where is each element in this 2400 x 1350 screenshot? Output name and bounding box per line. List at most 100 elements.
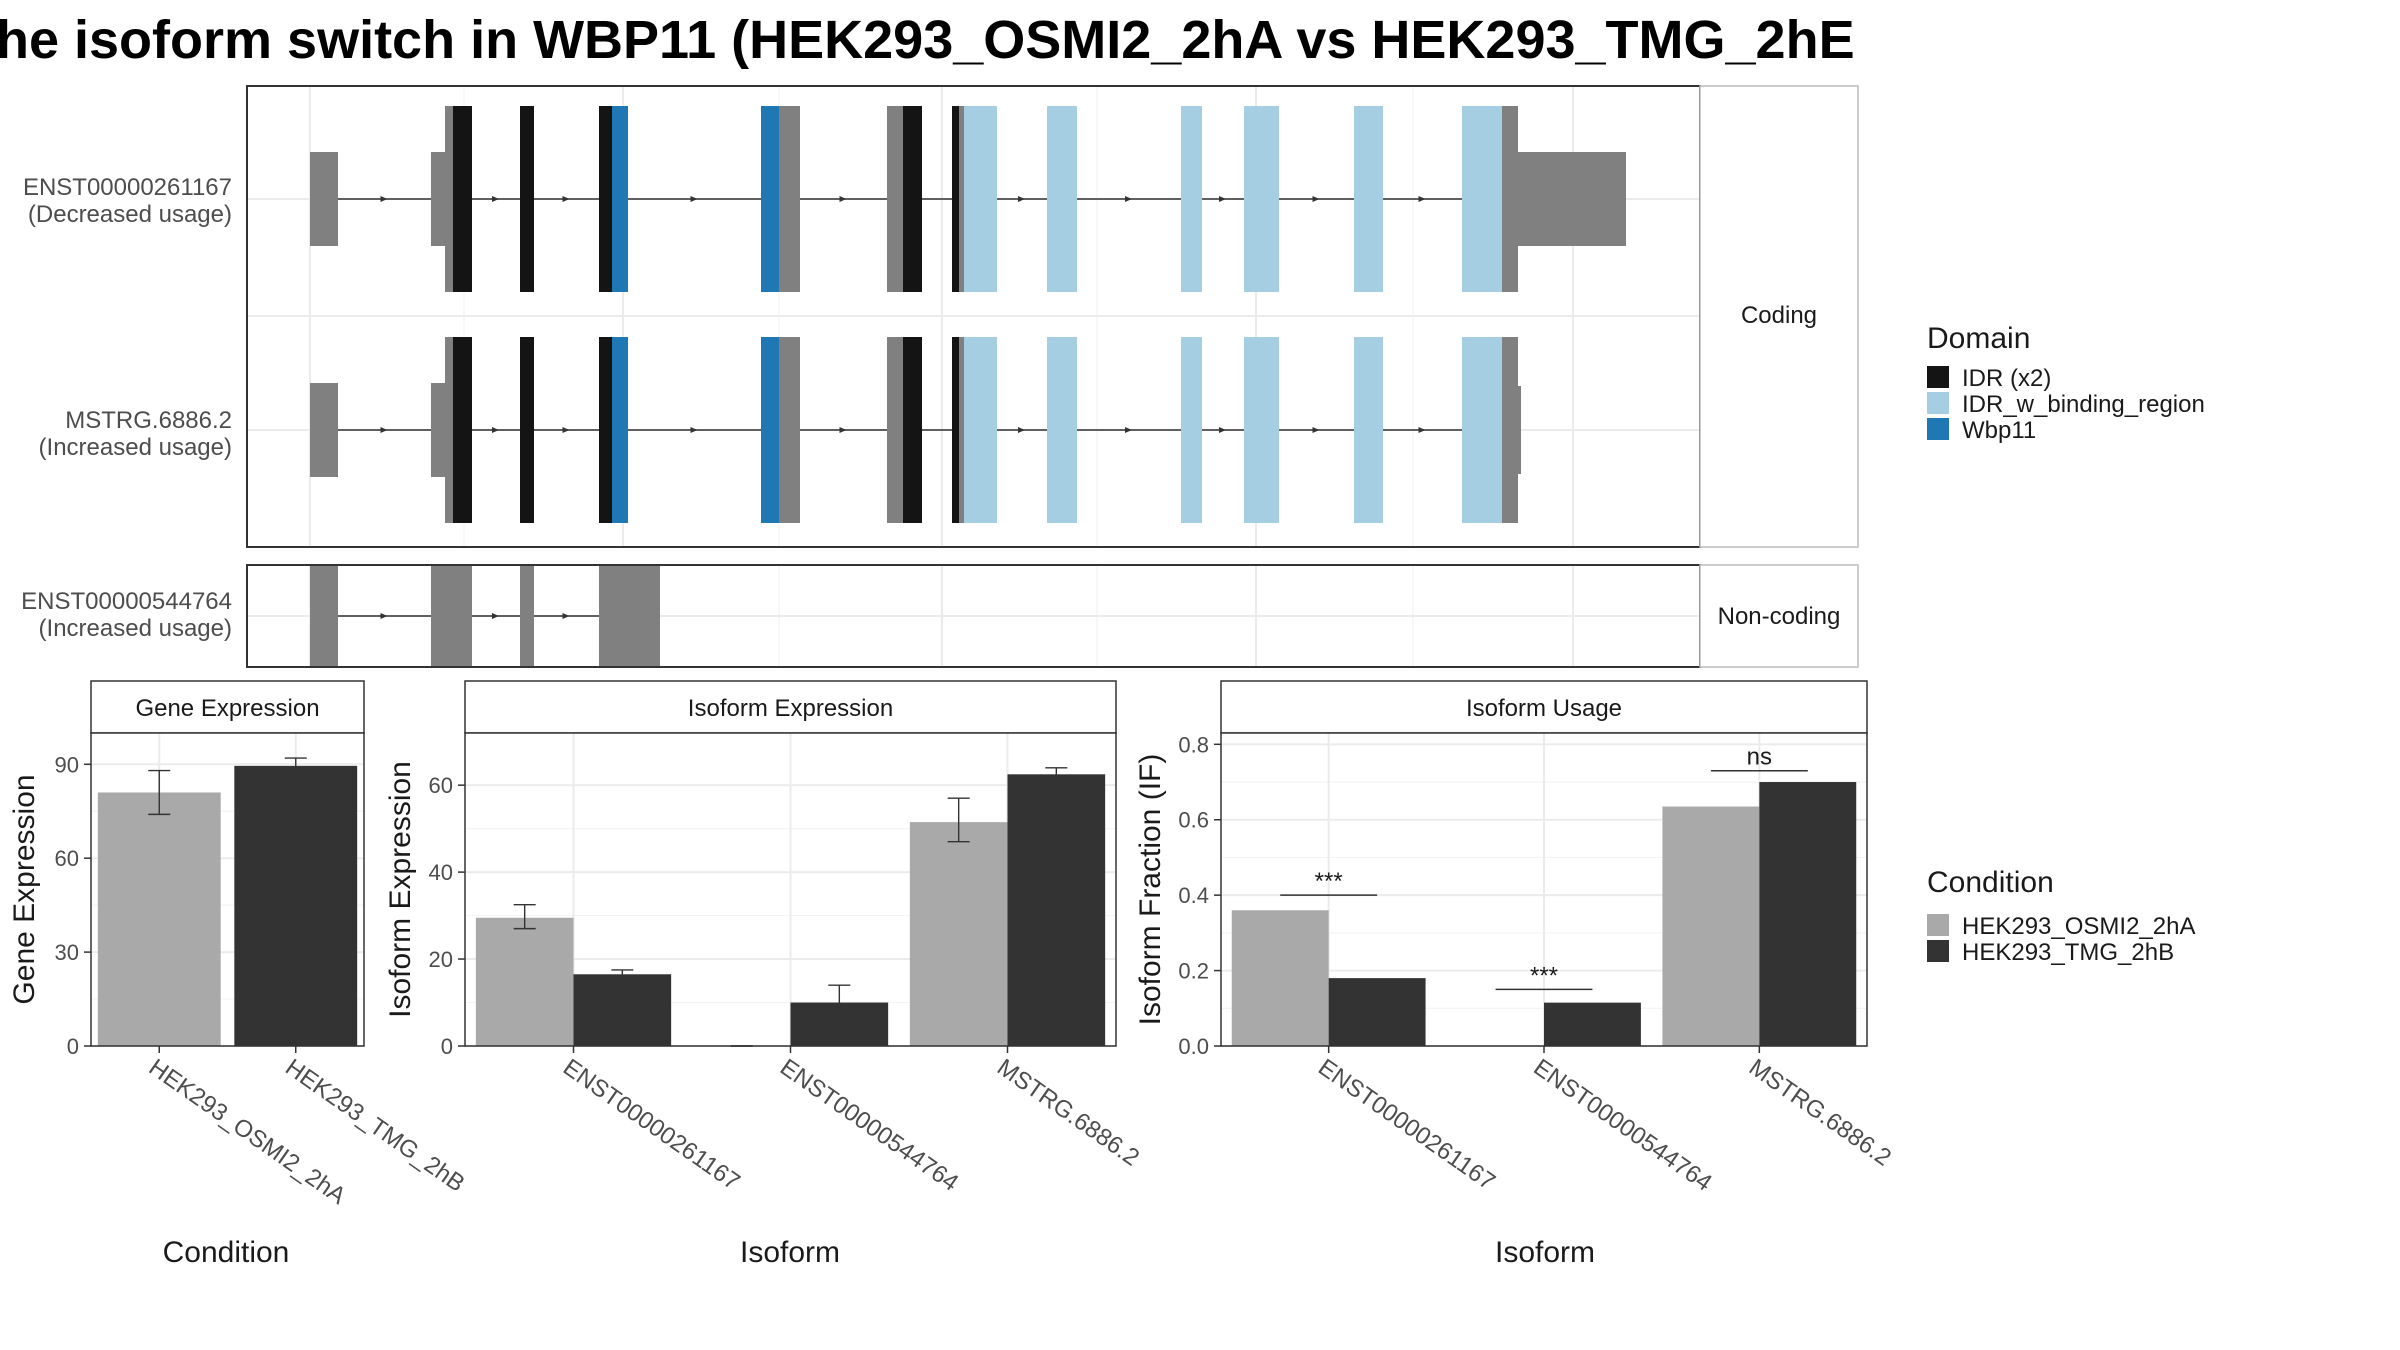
exon [1517,386,1521,474]
exon [453,106,472,292]
chart-title: Isoform Expression [688,695,893,722]
exon [599,566,660,666]
exon [1244,106,1279,292]
y-axis-title: Gene Expression [8,774,41,1004]
strand-arrow [492,196,499,202]
legend-label-idr: IDR (x2) [1962,365,2051,392]
noncoding-exons [310,566,660,666]
isoform-usage-chart: Isoform Usage *** *** ns 0.0 0.2 0.4 0.6 0.8 ENST… [1134,680,1896,1269]
x-tick-label: MSTRG.6886.2 [992,1054,1144,1172]
domain-legend: Domain IDR (x2) IDR_w_binding_region Wbp… [1927,322,2205,444]
y-tick-label: 40 [429,860,453,885]
exon [964,337,997,523]
exon [1047,106,1077,292]
strand-arrow [1418,196,1426,202]
legend-label-cond-a: HEK293_OSMI2_2hA [1962,913,2195,940]
significance-label: *** [1315,868,1343,895]
bar [97,792,221,1046]
strand-arrow [690,196,698,202]
exon [431,566,472,666]
x-tick-label: MSTRG.6886.2 [1744,1054,1896,1172]
gene-expression-chart: Gene Expression0306090HEK293_OSMI2_2hAHE… [8,680,470,1269]
exon [887,106,904,292]
coding-facet-label: Coding [1741,302,1817,329]
exon [1517,152,1626,246]
exon [1502,337,1518,523]
strand-arrow [1219,196,1226,202]
strand-arrow [492,613,499,619]
strand-arrow [380,196,388,202]
exon [1462,337,1504,523]
exon [520,566,534,666]
legend-swatch-idr-binding [1927,392,1949,414]
exon [959,106,965,292]
coding-facet-strip [1699,85,1859,548]
exon [310,152,338,246]
strand-arrow [562,196,570,202]
exon [952,106,960,292]
significance-label: *** [1530,962,1558,989]
exon [1047,337,1077,523]
bar [234,765,358,1046]
x-tick-label: ENST00000261167 [1313,1054,1500,1196]
legend-swatch-cond-b [1927,940,1949,962]
exon [959,337,965,523]
strand-arrow [839,196,847,202]
y-tick-label: 90 [55,752,79,777]
strand-arrow [690,427,698,433]
legend-swatch-wbp11 [1927,418,1949,440]
y-tick-label: 0.4 [1178,883,1209,908]
strand-arrow [1312,427,1320,433]
noncoding-facet-label: Non-coding [1718,603,1841,630]
exon [1181,106,1202,292]
bar [909,822,1008,1046]
strand-arrow [380,613,388,619]
strand-arrow [1219,427,1226,433]
strand-arrow [1312,196,1320,202]
y-tick-label: 0 [441,1034,453,1059]
exon [903,337,922,523]
exon [952,337,960,523]
figure-title: he isoform switch in WBP11 (HEK293_OSMI2… [0,10,1855,70]
noncoding-facet-strip [1699,564,1859,668]
exon [310,566,338,666]
x-tick-label: ENST00000544764 [1529,1054,1717,1197]
exon [887,337,904,523]
y-tick-label: 0.8 [1178,732,1209,757]
exon [599,106,614,292]
exon [612,106,628,292]
strand-arrow [380,427,388,433]
transcript-label-1-id: ENST00000261167 [23,174,232,201]
exon [1244,337,1279,523]
strand-arrow [492,427,499,433]
exon [599,337,614,523]
y-tick-label: 30 [55,940,79,965]
strand-arrow [562,427,570,433]
strand-arrow [1125,196,1132,202]
exon [779,337,800,523]
exon [1354,106,1383,292]
domain-legend-title: Domain [1927,322,2030,355]
bar [1662,806,1760,1046]
x-axis-title: Isoform [1495,1236,1595,1269]
transcript-label-3-note: (Increased usage) [39,615,232,642]
bar [1231,910,1329,1046]
panel-border [90,732,365,1047]
exon [310,383,338,477]
exon [1354,337,1383,523]
transcript-label-1-note: (Decreased usage) [28,201,232,228]
x-tick-label: ENST00000544764 [775,1054,963,1197]
bar [573,974,672,1046]
bar [1544,1002,1641,1046]
bar [1328,978,1426,1046]
exon [903,106,922,292]
strand-arrow [839,427,847,433]
exon [1181,337,1202,523]
transcript-label-2-note: (Increased usage) [39,434,232,461]
y-axis-title: Isoform Expression [384,761,417,1018]
transcript-label-2-id: MSTRG.6886.2 [65,407,232,434]
x-tick-label: ENST00000261167 [558,1054,745,1196]
x-axis-title: Isoform [740,1236,840,1269]
bar [1759,782,1857,1046]
